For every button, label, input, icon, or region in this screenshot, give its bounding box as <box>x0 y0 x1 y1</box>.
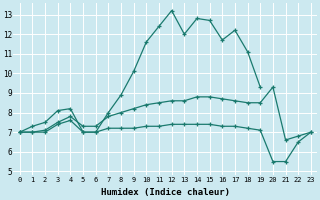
X-axis label: Humidex (Indice chaleur): Humidex (Indice chaleur) <box>101 188 230 197</box>
